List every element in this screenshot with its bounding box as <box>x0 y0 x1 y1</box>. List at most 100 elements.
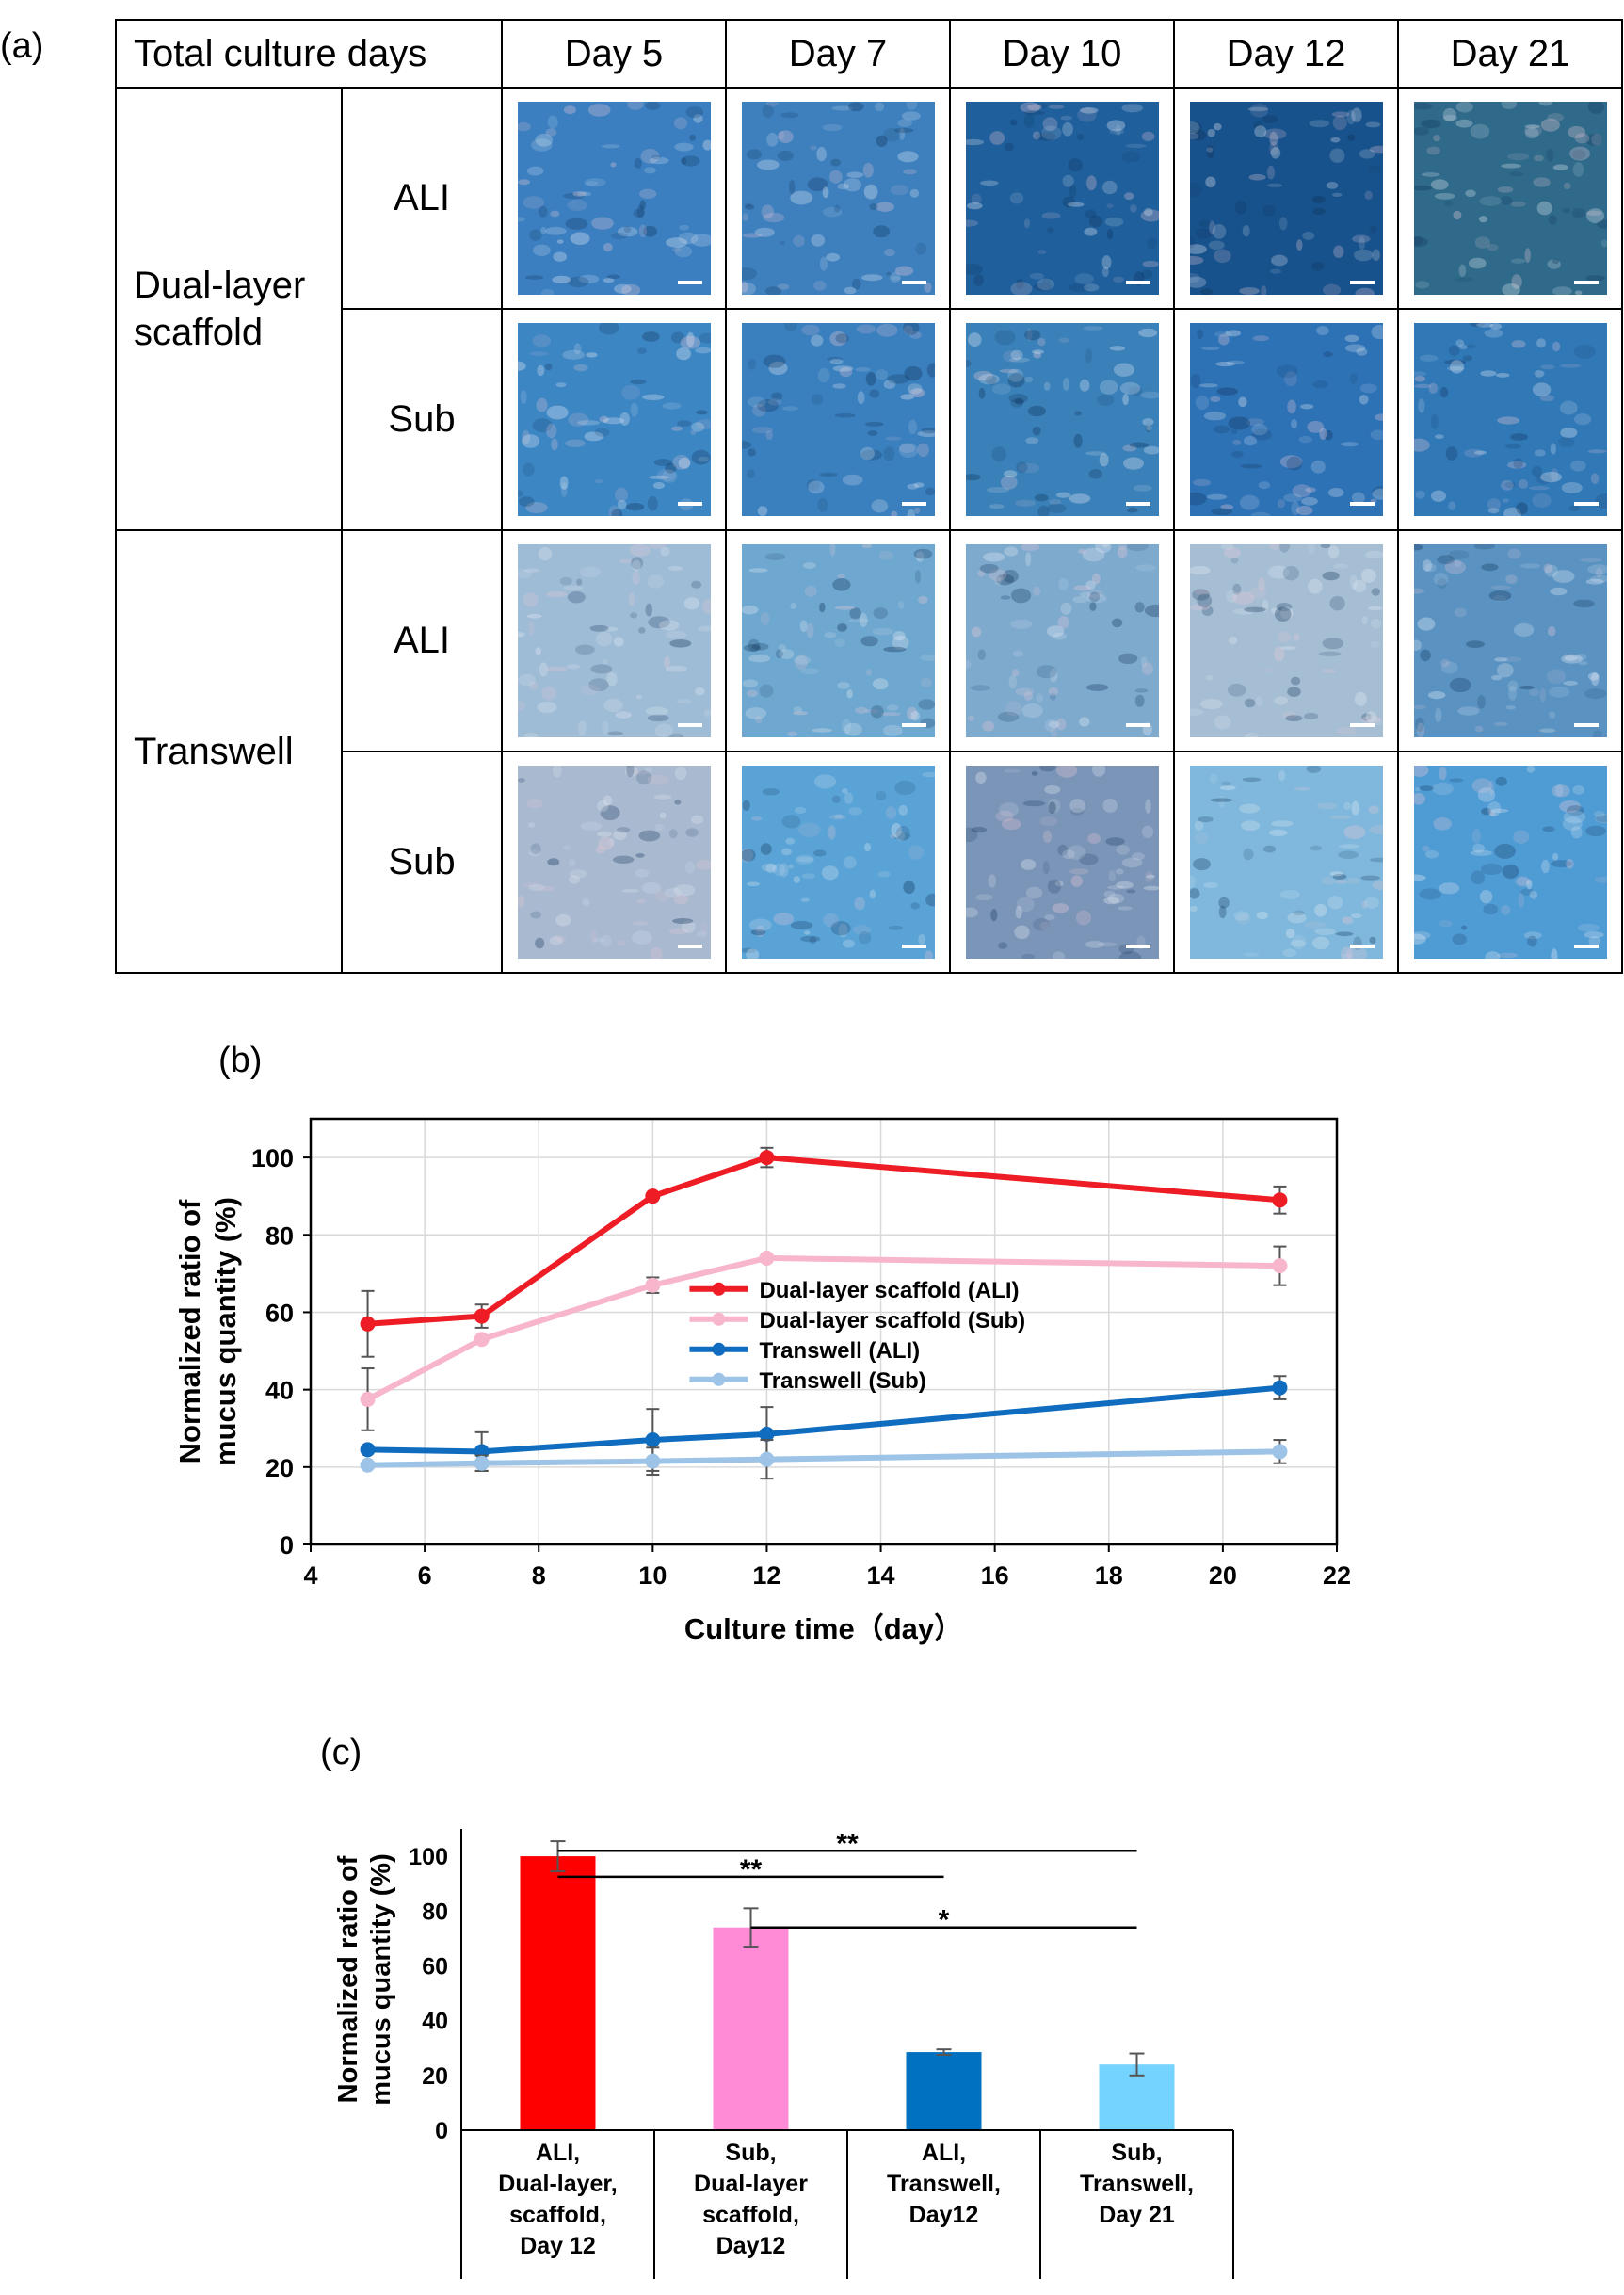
cell-texture <box>1448 345 1459 357</box>
cell-texture <box>563 105 576 115</box>
category-label: ALI, Transwell, Day12 <box>887 2140 1001 2228</box>
cell-texture <box>530 138 552 152</box>
scale-bar <box>677 723 702 727</box>
cell-texture <box>1189 905 1198 913</box>
cell-texture <box>1318 651 1342 656</box>
cell-texture <box>831 383 846 389</box>
cell-texture <box>673 142 694 152</box>
cell-texture <box>816 497 828 512</box>
cell-texture <box>1428 382 1438 394</box>
cell-texture <box>1436 555 1455 565</box>
cell-texture <box>1141 662 1153 675</box>
cell-texture <box>1023 113 1035 128</box>
cell-texture <box>915 551 924 562</box>
cell-texture <box>1315 326 1329 336</box>
cell-texture <box>579 566 601 578</box>
cell-texture <box>806 478 820 491</box>
micrograph-background <box>1413 323 1607 516</box>
cell-texture <box>1219 504 1233 510</box>
cell-texture <box>563 585 583 590</box>
cell-texture <box>1062 377 1069 391</box>
cell-texture <box>1584 825 1606 836</box>
cell-texture <box>642 225 657 237</box>
cell-texture <box>1329 871 1343 877</box>
cell-texture <box>870 705 884 719</box>
micrograph-cell <box>949 529 1175 752</box>
cell-texture <box>1506 461 1526 469</box>
cell-texture <box>673 895 688 905</box>
cell-texture <box>827 825 836 840</box>
cell-texture <box>1282 566 1299 581</box>
cell-texture <box>1079 379 1089 392</box>
cell-texture <box>1042 117 1057 131</box>
cell-texture <box>530 911 541 919</box>
cell-texture <box>1047 879 1061 894</box>
cell-texture <box>1189 272 1200 283</box>
cell-texture <box>1562 680 1578 686</box>
cell-texture <box>668 639 691 648</box>
cell-texture <box>688 134 696 141</box>
y-tick-label: 100 <box>409 1844 448 1870</box>
cell-texture <box>1344 344 1365 353</box>
cell-texture <box>1206 147 1213 153</box>
y-tick-label: 0 <box>280 1531 294 1560</box>
cell-texture <box>538 885 555 892</box>
cell-texture <box>534 647 541 655</box>
cell-texture <box>1539 472 1562 483</box>
cell-texture <box>1587 672 1599 681</box>
cell-texture <box>1418 888 1441 900</box>
cell-texture <box>1368 825 1383 834</box>
cell-texture <box>1094 544 1111 554</box>
cell-texture <box>1023 376 1033 383</box>
cell-texture <box>527 620 535 636</box>
cell-texture <box>979 180 999 186</box>
cell-texture <box>772 863 785 877</box>
cell-texture <box>773 913 794 926</box>
cell-texture <box>1006 368 1023 382</box>
significance-marker: ** <box>740 1854 763 1885</box>
cell-texture <box>1488 590 1511 602</box>
cell-texture <box>1539 395 1554 402</box>
cell-texture <box>1106 229 1113 240</box>
cell-texture <box>567 276 588 287</box>
cell-texture <box>619 558 633 564</box>
micrograph-image <box>965 323 1159 516</box>
data-point <box>360 1391 376 1407</box>
cell-texture <box>1563 182 1571 190</box>
cell-texture <box>1590 133 1602 146</box>
cell-texture <box>1501 102 1517 109</box>
cell-texture <box>1455 339 1464 347</box>
cell-texture <box>871 627 893 636</box>
cell-texture <box>799 620 808 633</box>
y-tick-label: 100 <box>251 1144 294 1172</box>
cell-texture <box>1047 799 1060 813</box>
micrograph-background <box>1189 544 1383 737</box>
cell-texture <box>1322 283 1341 295</box>
cell-texture <box>1493 657 1507 662</box>
cell-texture <box>1571 785 1584 795</box>
cell-texture <box>914 570 921 584</box>
cell-texture <box>916 430 935 437</box>
cell-texture <box>1005 701 1021 717</box>
cell-texture <box>1526 935 1537 947</box>
cell-texture <box>616 827 630 833</box>
x-tick-label: 18 <box>1095 1561 1123 1590</box>
cell-texture <box>1121 444 1136 452</box>
micrograph-image <box>741 544 935 737</box>
cell-texture <box>1352 579 1366 593</box>
micrograph-cell <box>1173 308 1399 531</box>
cell-texture <box>1292 910 1305 916</box>
cell-texture <box>1231 583 1241 595</box>
cell-texture <box>658 620 679 631</box>
cell-texture <box>903 365 923 381</box>
cell-texture <box>1266 165 1275 180</box>
cell-texture <box>789 603 796 609</box>
cell-texture <box>1197 816 1214 823</box>
cell-texture <box>833 204 840 213</box>
cell-texture <box>641 881 661 894</box>
cell-texture <box>1061 121 1073 137</box>
cell-texture <box>898 444 915 454</box>
cell-texture <box>1250 424 1267 436</box>
micrograph-image <box>1413 323 1607 516</box>
cell-texture <box>1466 344 1476 348</box>
